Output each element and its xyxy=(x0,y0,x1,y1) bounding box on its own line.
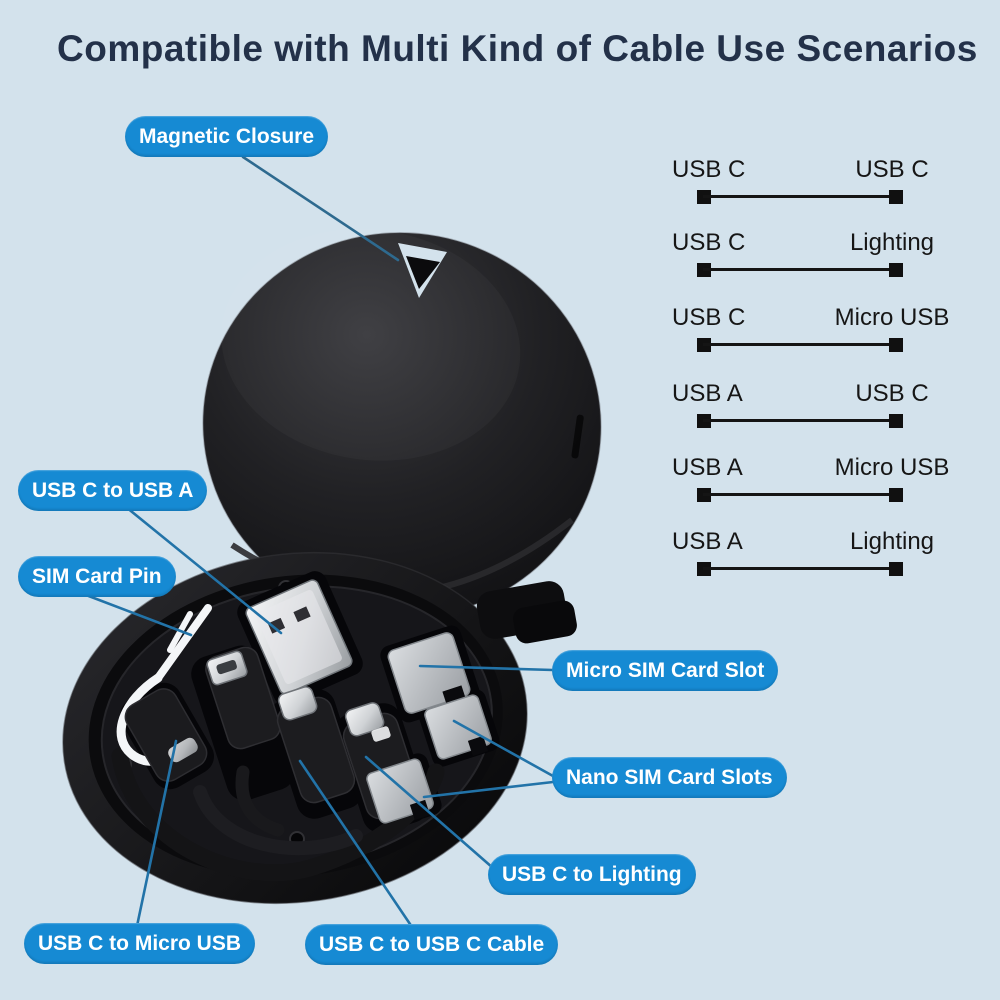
page-title: Compatible with Multi Kind of Cable Use … xyxy=(57,28,978,69)
cable-end-left: USB A xyxy=(672,528,743,555)
cable-rule xyxy=(703,567,897,570)
nano-sim-slot-2 xyxy=(366,758,434,824)
leader-line-magnetic-closure xyxy=(241,155,400,262)
leader-line-usb-c-to-micro-usb xyxy=(135,739,178,928)
lid-notch xyxy=(406,256,440,289)
cable-rule xyxy=(703,268,897,271)
callout-usb-c-to-lighting: USB C to Lighting xyxy=(488,854,696,895)
cable-end-right: Lighting xyxy=(849,229,935,256)
leader-line-usb-c-to-lighting xyxy=(364,755,495,870)
cable-end-square xyxy=(889,414,903,428)
cable-pair-row: USB C Micro USB xyxy=(655,304,965,366)
cable-end-right: USB C xyxy=(855,380,929,407)
cable-pair-row: USB A USB C xyxy=(655,380,965,442)
cable-connection-line xyxy=(697,562,903,576)
cable-end-left: USB A xyxy=(672,380,743,407)
micro-usb-adapter xyxy=(205,646,281,750)
leader-line-micro-sim xyxy=(418,664,555,672)
callout-magnetic-closure: Magnetic Closure xyxy=(125,116,329,157)
cable-rule xyxy=(703,195,897,198)
case-lid xyxy=(202,232,602,618)
cable-rule xyxy=(703,419,897,422)
leader-line-sim-card-pin xyxy=(84,593,193,637)
leader-line-usb-c-cable xyxy=(298,759,414,929)
cable-compatibility-list: USB C USB C USB C Lighting USB C xyxy=(655,0,965,620)
cable-connection-line xyxy=(697,263,903,277)
cable-end-square xyxy=(889,190,903,204)
callout-usb-c-to-usb-c-cable: USB C to USB C Cable xyxy=(305,924,559,965)
cable-end-left: USB C xyxy=(672,156,746,183)
cable-end-square xyxy=(889,488,903,502)
cable-connection-line xyxy=(697,190,903,204)
usb-a-adapter xyxy=(245,579,353,695)
leader-line-nano-sim-lower xyxy=(422,780,555,799)
lid-seam xyxy=(571,414,584,459)
micro-sim-slot xyxy=(387,632,471,714)
hinge xyxy=(476,581,577,644)
cable-connection-line xyxy=(697,414,903,428)
cable-rule xyxy=(703,343,897,346)
cable-end-square xyxy=(889,338,903,352)
callout-nano-sim-card-slots: Nano SIM Card Slots xyxy=(552,757,787,798)
cable-connection-line xyxy=(697,338,903,352)
cable-end-right: USB C xyxy=(855,156,929,183)
nano-sim-slot-1 xyxy=(424,694,492,760)
cable-end-left: USB C xyxy=(672,229,746,256)
cable-end-left: USB C xyxy=(672,304,746,331)
usb-c-adapter-2 xyxy=(276,686,356,804)
cable-end-right: Lighting xyxy=(849,528,935,555)
callout-sim-card-pin: SIM Card Pin xyxy=(18,556,176,597)
cable-end-left: USB A xyxy=(672,454,743,481)
cable-end-right: Micro USB xyxy=(834,454,950,481)
callout-usb-c-to-micro-usb: USB C to Micro USB xyxy=(24,923,256,964)
cable-connection-line xyxy=(697,488,903,502)
cable-pair-row: USB A Lighting xyxy=(655,528,965,590)
leader-line-nano-sim-upper xyxy=(452,719,555,778)
cable-end-right: Micro USB xyxy=(834,304,950,331)
cable-end-square xyxy=(889,263,903,277)
callout-usb-c-to-usb-a: USB C to USB A xyxy=(18,470,208,511)
cable-pair-row: USB A Micro USB xyxy=(655,454,965,516)
callout-micro-sim-card-slot: Micro SIM Card Slot xyxy=(552,650,779,691)
cable-pair-row: USB C Lighting xyxy=(655,229,965,291)
cable-rule xyxy=(703,493,897,496)
cable-end-square xyxy=(889,562,903,576)
usb-c-adapter-1 xyxy=(124,688,208,782)
leader-line-usb-c-to-usb-a xyxy=(124,505,283,635)
cable-pair-row: USB C USB C xyxy=(655,156,965,218)
